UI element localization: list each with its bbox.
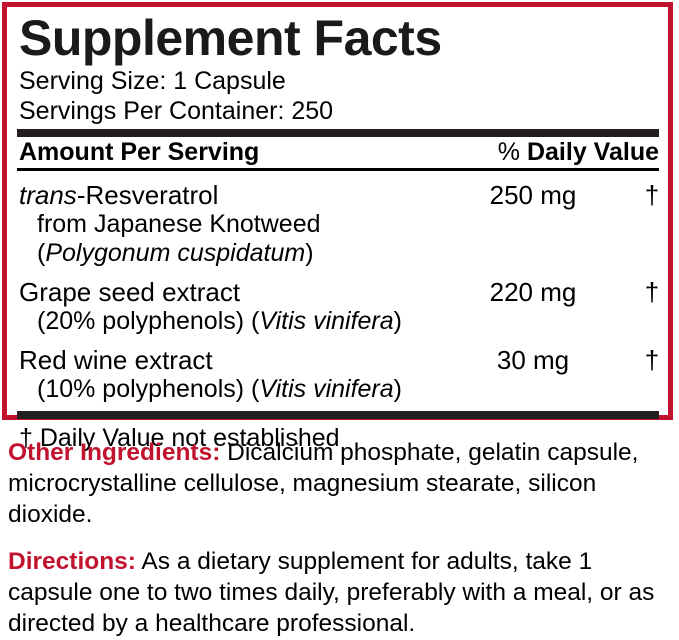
ingredient-amount: 250 mg — [489, 180, 577, 210]
botanical-name: Vitis vinifera — [259, 307, 394, 335]
directions-paragraph: Directions: As a dietary supplement for … — [8, 546, 670, 639]
amount-per-serving-header: Amount Per Serving — [19, 138, 260, 166]
daily-value-header: % Daily Value — [498, 137, 659, 167]
daily-value-footnote: † Daily Value not established — [19, 424, 340, 452]
ingredient-subline: from Japanese Knotweed — [37, 210, 321, 238]
other-ingredients-text: Dicalcium phosphate, gelatin capsule, mi… — [8, 439, 639, 528]
other-ingredients-paragraph: Other Ingredients: Dicalcium phosphate, … — [8, 437, 670, 530]
ingredient-daily-value: † — [644, 180, 660, 210]
botanical-name: Vitis vinifera — [259, 375, 394, 403]
header-divider-thick — [17, 129, 659, 137]
ingredient-name: trans-Resveratrol — [19, 180, 659, 210]
ingredient-name: Grape seed extract — [19, 277, 659, 307]
paren-open: ( — [37, 239, 46, 267]
paren-close: ) — [393, 375, 402, 403]
ingredient-name-rest: -Resveratrol — [76, 180, 219, 210]
panel-inner: Supplement Facts Serving Size: 1 Capsule… — [7, 10, 668, 452]
ingredient-name-rest: Red wine extract — [19, 345, 213, 375]
ingredient-row: trans-Resveratrol from Japanese Knotweed… — [17, 171, 659, 268]
ingredient-amount: 220 mg — [489, 277, 577, 307]
table-header-row: Amount Per Serving % Daily Value — [17, 137, 659, 168]
header-divider-thin — [17, 168, 659, 171]
ingredient-rows: trans-Resveratrol from Japanese Knotweed… — [17, 171, 659, 404]
panel-title: Supplement Facts — [19, 10, 442, 66]
serving-size-line: Serving Size: 1 Capsule — [19, 67, 286, 95]
paren-close: ) — [393, 307, 402, 335]
ingredient-row: Red wine extract (10% polyphenols) (Viti… — [17, 336, 659, 404]
ingredient-name-italic: trans — [19, 180, 77, 210]
daily-value-text: Daily Value — [526, 138, 659, 166]
percent-symbol: % — [497, 138, 521, 166]
directions-text: As a dietary supplement for adults, take… — [8, 548, 655, 637]
ingredient-daily-value: † — [644, 277, 660, 307]
servings-per-container-line: Servings Per Container: 250 — [19, 97, 334, 125]
supplement-facts-panel: Supplement Facts Serving Size: 1 Capsule… — [2, 2, 673, 452]
directions-label: Directions: — [8, 548, 136, 575]
ingredient-name: Red wine extract — [19, 345, 659, 375]
ingredient-botanical: (20% polyphenols) (Vitis vinifera) — [37, 307, 659, 336]
ingredient-daily-value: † — [644, 345, 660, 375]
footnote-divider-thick — [17, 411, 659, 419]
ingredient-botanical: (10% polyphenols) (Vitis vinifera) — [37, 375, 659, 404]
ingredient-botanical: (Polygonum cuspidatum) — [37, 239, 659, 268]
ingredient-name-rest: Grape seed extract — [19, 277, 241, 307]
ingredient-amount: 30 mg — [496, 345, 570, 375]
other-ingredients-label: Other Ingredients: — [8, 439, 221, 466]
paren-close: ) — [305, 239, 314, 267]
paren-open: (10% polyphenols) ( — [37, 375, 260, 403]
paren-open: (20% polyphenols) ( — [37, 307, 260, 335]
botanical-name: Polygonum cuspidatum — [45, 239, 306, 267]
ingredient-row: Grape seed extract (20% polyphenols) (Vi… — [17, 268, 659, 336]
